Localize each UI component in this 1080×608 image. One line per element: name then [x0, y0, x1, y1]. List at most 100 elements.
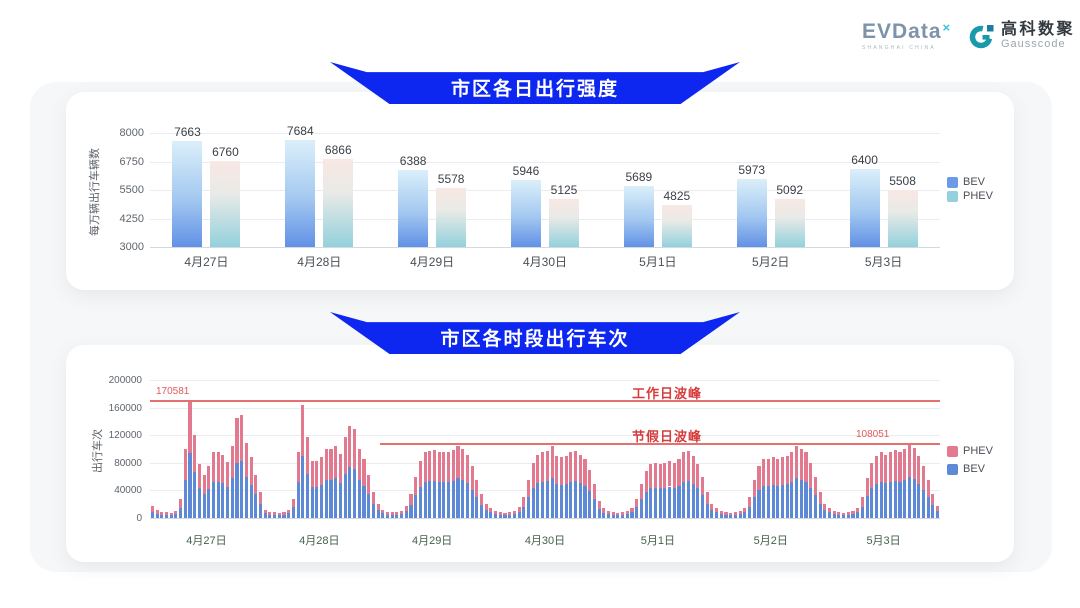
hourly-phev-bar[interactable] [348, 425, 352, 468]
hourly-phev-bar[interactable] [244, 443, 248, 477]
hourly-bev-bar[interactable] [414, 495, 418, 518]
hourly-bev-bar[interactable] [893, 480, 897, 518]
hourly-bev-bar[interactable] [395, 514, 399, 518]
hourly-phev-bar[interactable] [207, 465, 211, 490]
hourly-bev-bar[interactable] [686, 481, 690, 518]
hourly-bev-bar[interactable] [512, 514, 516, 518]
hourly-bev-bar[interactable] [324, 480, 328, 518]
hourly-bev-bar[interactable] [160, 514, 164, 518]
hourly-bev-bar[interactable] [188, 453, 192, 518]
hourly-phev-bar[interactable] [362, 459, 366, 486]
hourly-bev-bar[interactable] [522, 506, 526, 518]
hourly-phev-bar[interactable] [258, 491, 263, 504]
legend-item-phev[interactable]: PHEV [947, 190, 993, 202]
hourly-phev-bar[interactable] [889, 452, 893, 482]
phev-bar[interactable] [774, 199, 805, 247]
hourly-bev-bar[interactable] [752, 497, 756, 518]
hourly-bev-bar[interactable] [240, 461, 244, 518]
hourly-phev-bar[interactable] [856, 507, 860, 513]
hourly-bev-bar[interactable] [263, 513, 267, 518]
hourly-bev-bar[interactable] [437, 481, 441, 518]
hourly-phev-bar[interactable] [729, 513, 733, 516]
legend-item-bev[interactable]: BEV [947, 463, 985, 475]
hourly-bev-bar[interactable] [592, 499, 596, 518]
hourly-phev-bar[interactable] [465, 454, 469, 484]
hourly-bev-bar[interactable] [870, 487, 874, 518]
hourly-phev-bar[interactable] [719, 511, 723, 515]
hourly-bev-bar[interactable] [700, 495, 705, 518]
phev-bar[interactable] [661, 205, 692, 247]
hourly-bev-bar[interactable] [757, 489, 761, 518]
hourly-bev-bar[interactable] [254, 494, 258, 518]
hourly-bev-bar[interactable] [197, 488, 201, 518]
hourly-phev-bar[interactable] [879, 452, 883, 482]
hourly-bev-bar[interactable] [846, 514, 850, 518]
hourly-phev-bar[interactable] [912, 447, 916, 480]
hourly-phev-bar[interactable] [447, 451, 451, 482]
hourly-bev-bar[interactable] [917, 483, 921, 518]
hourly-phev-bar[interactable] [221, 455, 225, 484]
hourly-bev-bar[interactable] [282, 514, 286, 518]
hourly-bev-bar[interactable] [230, 478, 234, 518]
hourly-bev-bar[interactable] [169, 515, 173, 518]
hourly-phev-bar[interactable] [846, 512, 850, 515]
hourly-bev-bar[interactable] [235, 462, 239, 518]
hourly-phev-bar[interactable] [771, 457, 775, 485]
hourly-phev-bar[interactable] [780, 457, 784, 485]
hourly-phev-bar[interactable] [489, 507, 493, 513]
hourly-bev-bar[interactable] [691, 483, 695, 518]
hourly-phev-bar[interactable] [522, 497, 526, 507]
hourly-bev-bar[interactable] [578, 483, 582, 518]
hourly-bev-bar[interactable] [503, 515, 507, 518]
hourly-phev-bar[interactable] [724, 512, 728, 515]
hourly-bev-bar[interactable] [583, 485, 587, 518]
hourly-phev-bar[interactable] [324, 449, 328, 481]
hourly-phev-bar[interactable] [343, 437, 347, 474]
hourly-bev-bar[interactable] [451, 480, 455, 518]
hourly-bev-bar[interactable] [818, 503, 822, 518]
hourly-phev-bar[interactable] [409, 493, 413, 505]
hourly-bev-bar[interactable] [301, 455, 305, 518]
hourly-bev-bar[interactable] [498, 514, 502, 518]
hourly-bev-bar[interactable] [244, 477, 248, 518]
hourly-phev-bar[interactable] [893, 450, 897, 481]
hourly-bev-bar[interactable] [635, 507, 639, 518]
hourly-phev-bar[interactable] [823, 504, 827, 511]
hourly-bev-bar[interactable] [748, 506, 752, 518]
hourly-bev-bar[interactable] [602, 512, 606, 518]
hourly-phev-bar[interactable] [541, 452, 545, 482]
legend-item-bev[interactable]: BEV [947, 176, 985, 188]
hourly-phev-bar[interactable] [809, 462, 813, 488]
hourly-bev-bar[interactable] [371, 503, 375, 518]
hourly-bev-bar[interactable] [202, 494, 206, 518]
hourly-phev-bar[interactable] [757, 466, 761, 490]
hourly-bev-bar[interactable] [597, 508, 601, 518]
hourly-phev-bar[interactable] [752, 480, 756, 498]
hourly-phev-bar[interactable] [164, 512, 168, 515]
hourly-phev-bar[interactable] [329, 449, 333, 481]
hourly-bev-bar[interactable] [456, 478, 460, 518]
hourly-bev-bar[interactable] [611, 514, 615, 518]
hourly-bev-bar[interactable] [381, 513, 385, 518]
hourly-phev-bar[interactable] [588, 469, 592, 492]
hourly-bev-bar[interactable] [766, 485, 770, 518]
hourly-bev-bar[interactable] [921, 489, 926, 518]
hourly-phev-bar[interactable] [625, 511, 629, 515]
hourly-bev-bar[interactable] [663, 487, 667, 518]
hourly-bev-bar[interactable] [273, 514, 277, 518]
hourly-phev-bar[interactable] [799, 449, 803, 481]
hourly-phev-bar[interactable] [898, 452, 902, 482]
hourly-phev-bar[interactable] [907, 443, 911, 477]
hourly-bev-bar[interactable] [226, 487, 230, 518]
hourly-phev-bar[interactable] [188, 400, 192, 454]
hourly-phev-bar[interactable] [686, 451, 690, 482]
hourly-bev-bar[interactable] [715, 512, 719, 518]
hourly-bev-bar[interactable] [249, 484, 253, 518]
hourly-phev-bar[interactable] [160, 511, 164, 515]
hourly-bev-bar[interactable] [494, 514, 498, 518]
hourly-phev-bar[interactable] [235, 417, 239, 463]
hourly-phev-bar[interactable] [536, 454, 540, 484]
bev-bar[interactable] [736, 179, 767, 247]
hourly-phev-bar[interactable] [310, 461, 314, 487]
hourly-phev-bar[interactable] [813, 476, 817, 496]
